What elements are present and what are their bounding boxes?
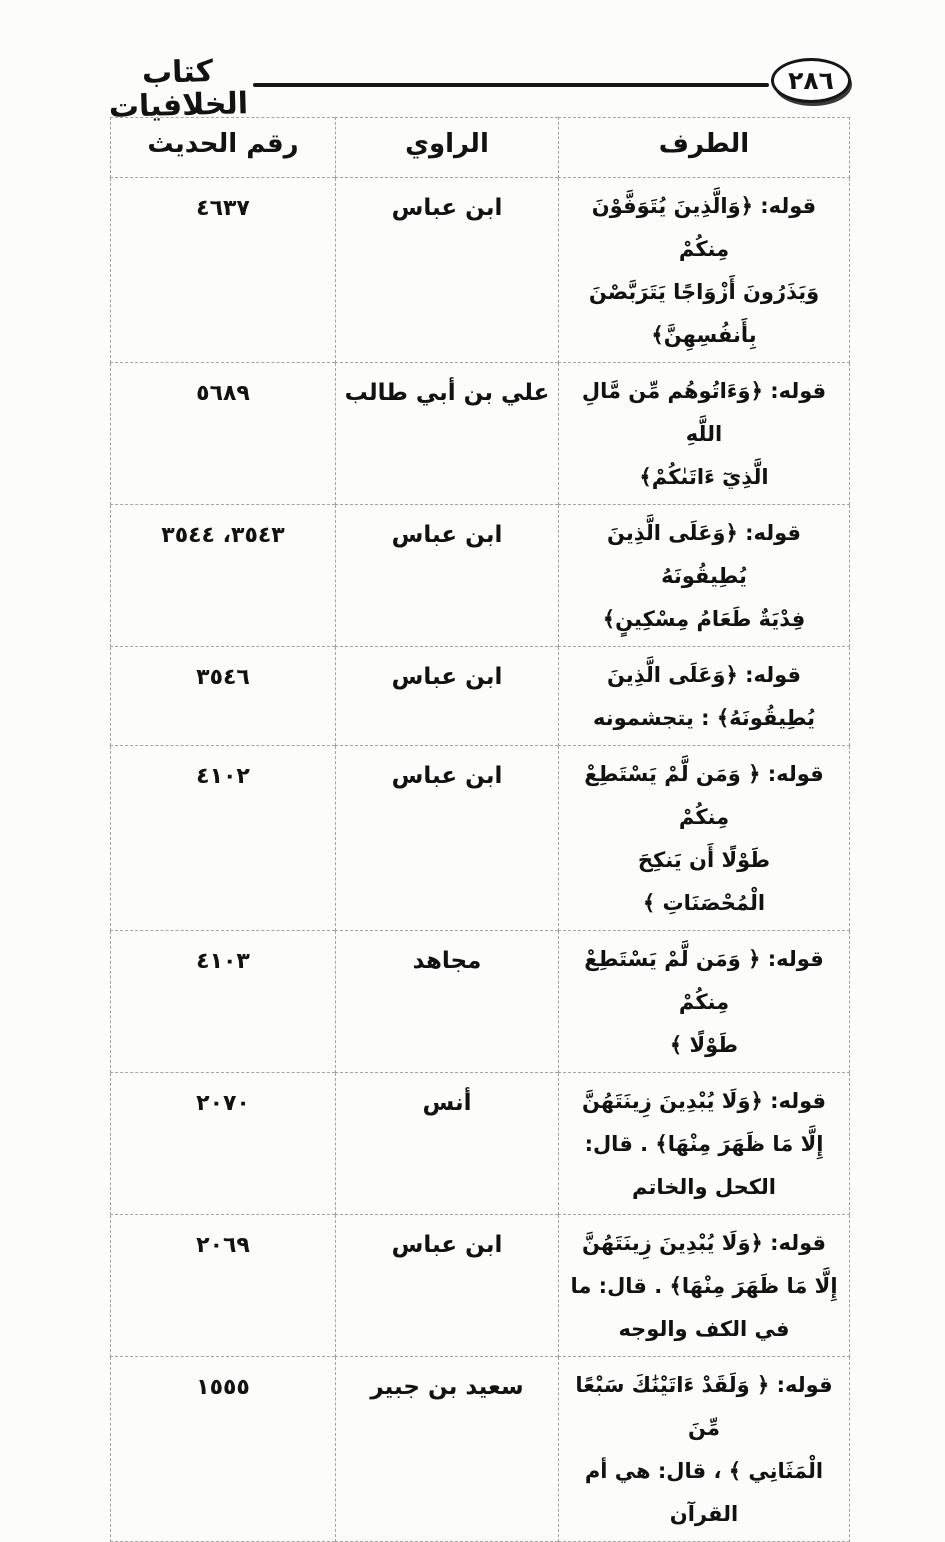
narrator: مجاهد <box>335 930 559 1073</box>
hadith-number: ٣٥٤٦ <box>110 646 336 746</box>
hadith-excerpt: قوله: ﴿وَالَّذِينَ يُتَوَفَّوْنَ مِنكُمْ… <box>558 177 850 363</box>
hadith-number: ٢٠٧٠ <box>110 1072 336 1215</box>
table-row: قوله: ﴿وَلَا يُبْدِينَ زِينَتَهُنَّ إِلَ… <box>110 1072 850 1215</box>
header-rule <box>253 83 769 87</box>
narrator: أنس <box>335 1072 559 1215</box>
column-header-rawi: الراوي <box>335 117 559 178</box>
hadith-number: ١٥٥٥ <box>110 1356 336 1542</box>
hadith-excerpt: قوله: ﴿ وَمَن لَّمْ يَسْتَطِعْ مِنكُمْ ط… <box>558 745 850 931</box>
hadith-number: ٤١٠٢ <box>110 745 336 931</box>
table-row: قوله: ﴿وَعَلَى الَّذِينَ يُطِيقُونَهُ فِ… <box>110 504 850 647</box>
narrator: سعيد بن جبير <box>335 1356 559 1542</box>
column-header-taraf: الطرف <box>558 117 850 178</box>
page-number: ٢٨٦ <box>788 66 834 95</box>
table-row: قوله: ﴿ وَلَقَدْ ءَاتَيْنَٰكَ سَبْعًا مِ… <box>110 1356 850 1542</box>
table-row: قوله: ﴿وَلَا يُبْدِينَ زِينَتَهُنَّ إِلَ… <box>110 1214 850 1357</box>
hadith-number: ٥٦٨٩ <box>110 362 336 505</box>
narrator: ابن عباس <box>335 646 559 746</box>
hadith-number: ٤٦٣٧ <box>110 177 336 363</box>
column-header-raqm: رقم الحديث <box>110 117 336 178</box>
hadith-excerpt: قوله: ﴿ وَمَن لَّمْ يَسْتَطِعْ مِنكُمْ ط… <box>558 930 850 1073</box>
table-row: قوله: ﴿وَالَّذِينَ يُتَوَفَّوْنَ مِنكُمْ… <box>110 177 850 363</box>
hadith-number: ٢٠٦٩ <box>110 1214 336 1357</box>
hadith-index-table: الطرف الراوي رقم الحديث قوله: ﴿وَالَّذِي… <box>110 117 850 1542</box>
hadith-excerpt: قوله: ﴿ وَلَقَدْ ءَاتَيْنَٰكَ سَبْعًا مِ… <box>558 1356 850 1542</box>
page-number-badge: ٢٨٦ <box>771 58 851 103</box>
hadith-excerpt: قوله: ﴿وَلَا يُبْدِينَ زِينَتَهُنَّ إِلَ… <box>558 1072 850 1215</box>
table-row: قوله: ﴿وَءَاتُوهُم مِّن مَّالِ اللَّهِ ا… <box>110 362 850 505</box>
narrator: ابن عباس <box>335 177 559 363</box>
hadith-excerpt: قوله: ﴿وَءَاتُوهُم مِّن مَّالِ اللَّهِ ا… <box>558 362 850 505</box>
hadith-excerpt: قوله: ﴿وَعَلَى الَّذِينَ يُطِيقُونَهُ﴾ :… <box>558 646 850 746</box>
table-row: قوله: ﴿وَعَلَى الَّذِينَ يُطِيقُونَهُ﴾ :… <box>110 646 850 746</box>
narrator: ابن عباس <box>335 504 559 647</box>
narrator: ابن عباس <box>335 1214 559 1357</box>
hadith-excerpt: قوله: ﴿وَلَا يُبْدِينَ زِينَتَهُنَّ إِلَ… <box>558 1214 850 1357</box>
book-title-calligraphy: كتاب الخلافيات <box>108 54 249 125</box>
table-row: قوله: ﴿ وَمَن لَّمْ يَسْتَطِعْ مِنكُمْ ط… <box>110 745 850 931</box>
hadith-number: ٣٥٤٣، ٣٥٤٤ <box>110 504 336 647</box>
narrator: ابن عباس <box>335 745 559 931</box>
table-body: قوله: ﴿وَالَّذِينَ يُتَوَفَّوْنَ مِنكُمْ… <box>110 177 850 1542</box>
narrator: علي بن أبي طالب <box>335 362 559 505</box>
hadith-number: ٤١٠٣ <box>110 930 336 1073</box>
table-row: قوله: ﴿ وَمَن لَّمْ يَسْتَطِعْ مِنكُمْ ط… <box>110 930 850 1073</box>
table-header-row: الطرف الراوي رقم الحديث <box>110 117 850 178</box>
hadith-excerpt: قوله: ﴿وَعَلَى الَّذِينَ يُطِيقُونَهُ فِ… <box>558 504 850 647</box>
